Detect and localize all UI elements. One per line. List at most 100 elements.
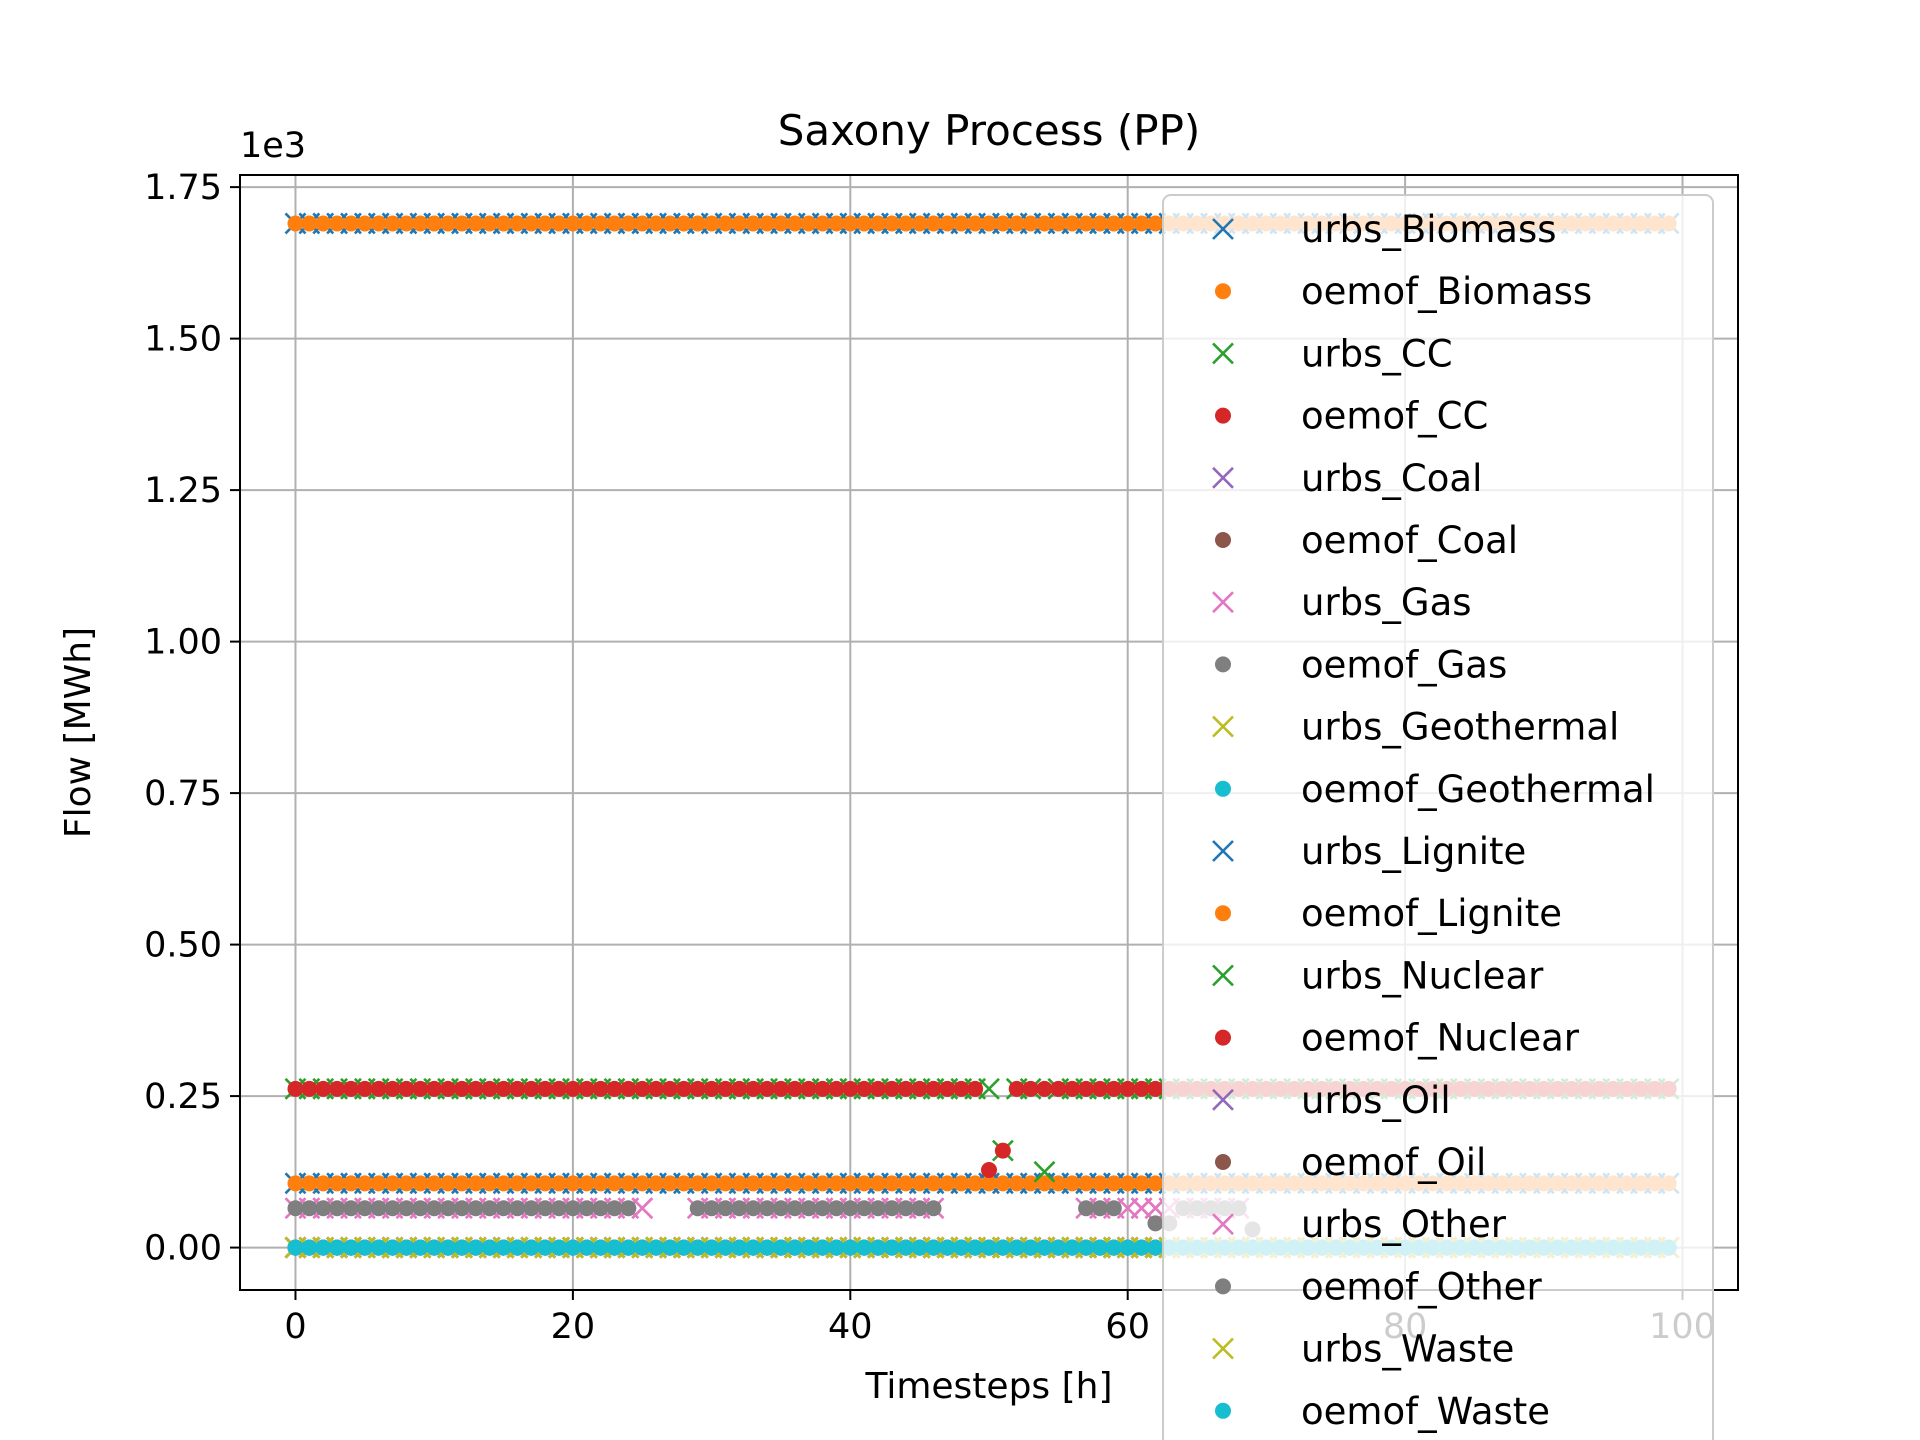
- point: [440, 1239, 457, 1256]
- point: [870, 1080, 887, 1097]
- point: [287, 215, 304, 232]
- point: [648, 1080, 665, 1097]
- point: [1036, 1239, 1053, 1256]
- legend-label: oemof_Oil: [1301, 1141, 1486, 1184]
- point: [689, 1239, 706, 1256]
- legend-marker: [1212, 840, 1234, 862]
- legend-marker: [1212, 218, 1234, 240]
- point: [994, 1175, 1011, 1192]
- point: [1022, 215, 1039, 232]
- point: [1022, 1080, 1039, 1097]
- point: [356, 1200, 373, 1217]
- legend-marker: [1215, 1029, 1231, 1046]
- point: [481, 1200, 498, 1217]
- point: [814, 1239, 831, 1256]
- legend: urbs_Biomass oemof_Biomass urbs_CC oemof_CC…: [1162, 194, 1714, 1440]
- point: [1022, 1239, 1039, 1256]
- point: [384, 1080, 401, 1097]
- point: [440, 215, 457, 232]
- legend-entry: urbs_Coal: [1212, 457, 1482, 500]
- legend-label: oemof_Nuclear: [1301, 1017, 1580, 1060]
- legend-label: urbs_Coal: [1301, 457, 1482, 500]
- point: [315, 215, 332, 232]
- point: [842, 1239, 859, 1256]
- point: [287, 1239, 304, 1256]
- point: [509, 1200, 526, 1217]
- point: [897, 215, 914, 232]
- point: [315, 1200, 332, 1217]
- point: [412, 1200, 429, 1217]
- point: [398, 1080, 415, 1097]
- point: [1064, 215, 1081, 232]
- point: [412, 1080, 429, 1097]
- legend-entry: urbs_Other: [1212, 1203, 1507, 1246]
- point: [759, 1239, 776, 1256]
- point: [551, 1175, 568, 1192]
- point: [606, 1239, 623, 1256]
- point: [828, 1175, 845, 1192]
- point: [828, 1200, 845, 1217]
- point: [342, 1175, 359, 1192]
- point: [828, 1080, 845, 1097]
- point: [731, 215, 748, 232]
- point: [814, 1080, 831, 1097]
- point: [1091, 1175, 1108, 1192]
- point: [301, 1239, 318, 1256]
- point: [772, 1239, 789, 1256]
- point: [1064, 1080, 1081, 1097]
- point: [537, 1080, 554, 1097]
- y-tick-label: 0.00: [144, 1229, 222, 1269]
- legend-label: oemof_Waste: [1301, 1390, 1550, 1433]
- point: [731, 1239, 748, 1256]
- point: [842, 1200, 859, 1217]
- point: [689, 215, 706, 232]
- legend-marker: [1212, 964, 1234, 987]
- point: [606, 1200, 623, 1217]
- point: [772, 1080, 789, 1097]
- point: [967, 1175, 984, 1192]
- point: [897, 1080, 914, 1097]
- point: [689, 1200, 706, 1217]
- point: [453, 215, 470, 232]
- point: [925, 1200, 942, 1217]
- point: [523, 1175, 540, 1192]
- point: [856, 1200, 873, 1217]
- point: [717, 1200, 734, 1217]
- chart-title: Saxony Process (PP): [778, 106, 1201, 155]
- legend-label: oemof_Geothermal: [1301, 768, 1655, 811]
- point: [481, 1175, 498, 1192]
- point: [592, 1080, 609, 1097]
- legend-entry: urbs_Oil: [1212, 1079, 1451, 1122]
- y-tick-label: 1.00: [144, 623, 222, 663]
- point: [315, 1080, 332, 1097]
- point: [564, 215, 581, 232]
- point: [370, 1239, 387, 1256]
- point: [925, 1175, 942, 1192]
- y-tick-label: 1.50: [144, 320, 222, 360]
- point: [634, 1175, 651, 1192]
- point: [592, 1200, 609, 1217]
- point: [745, 1080, 762, 1097]
- point: [717, 1239, 734, 1256]
- point: [689, 1080, 706, 1097]
- point: [953, 1080, 970, 1097]
- point: [606, 1175, 623, 1192]
- point: [440, 1175, 457, 1192]
- point: [578, 1175, 595, 1192]
- point: [370, 1200, 387, 1217]
- point: [620, 1200, 637, 1217]
- legend-marker: [1215, 905, 1231, 922]
- point: [870, 1239, 887, 1256]
- point: [661, 1175, 678, 1192]
- point: [703, 1175, 720, 1192]
- point: [800, 1200, 817, 1217]
- point: [578, 1239, 595, 1256]
- point: [911, 1175, 928, 1192]
- legend-label: urbs_Gas: [1301, 581, 1472, 624]
- point: [592, 1175, 609, 1192]
- point: [564, 1239, 581, 1256]
- legend-entry: urbs_Nuclear: [1212, 954, 1544, 997]
- point: [426, 1080, 443, 1097]
- point: [1078, 1239, 1095, 1256]
